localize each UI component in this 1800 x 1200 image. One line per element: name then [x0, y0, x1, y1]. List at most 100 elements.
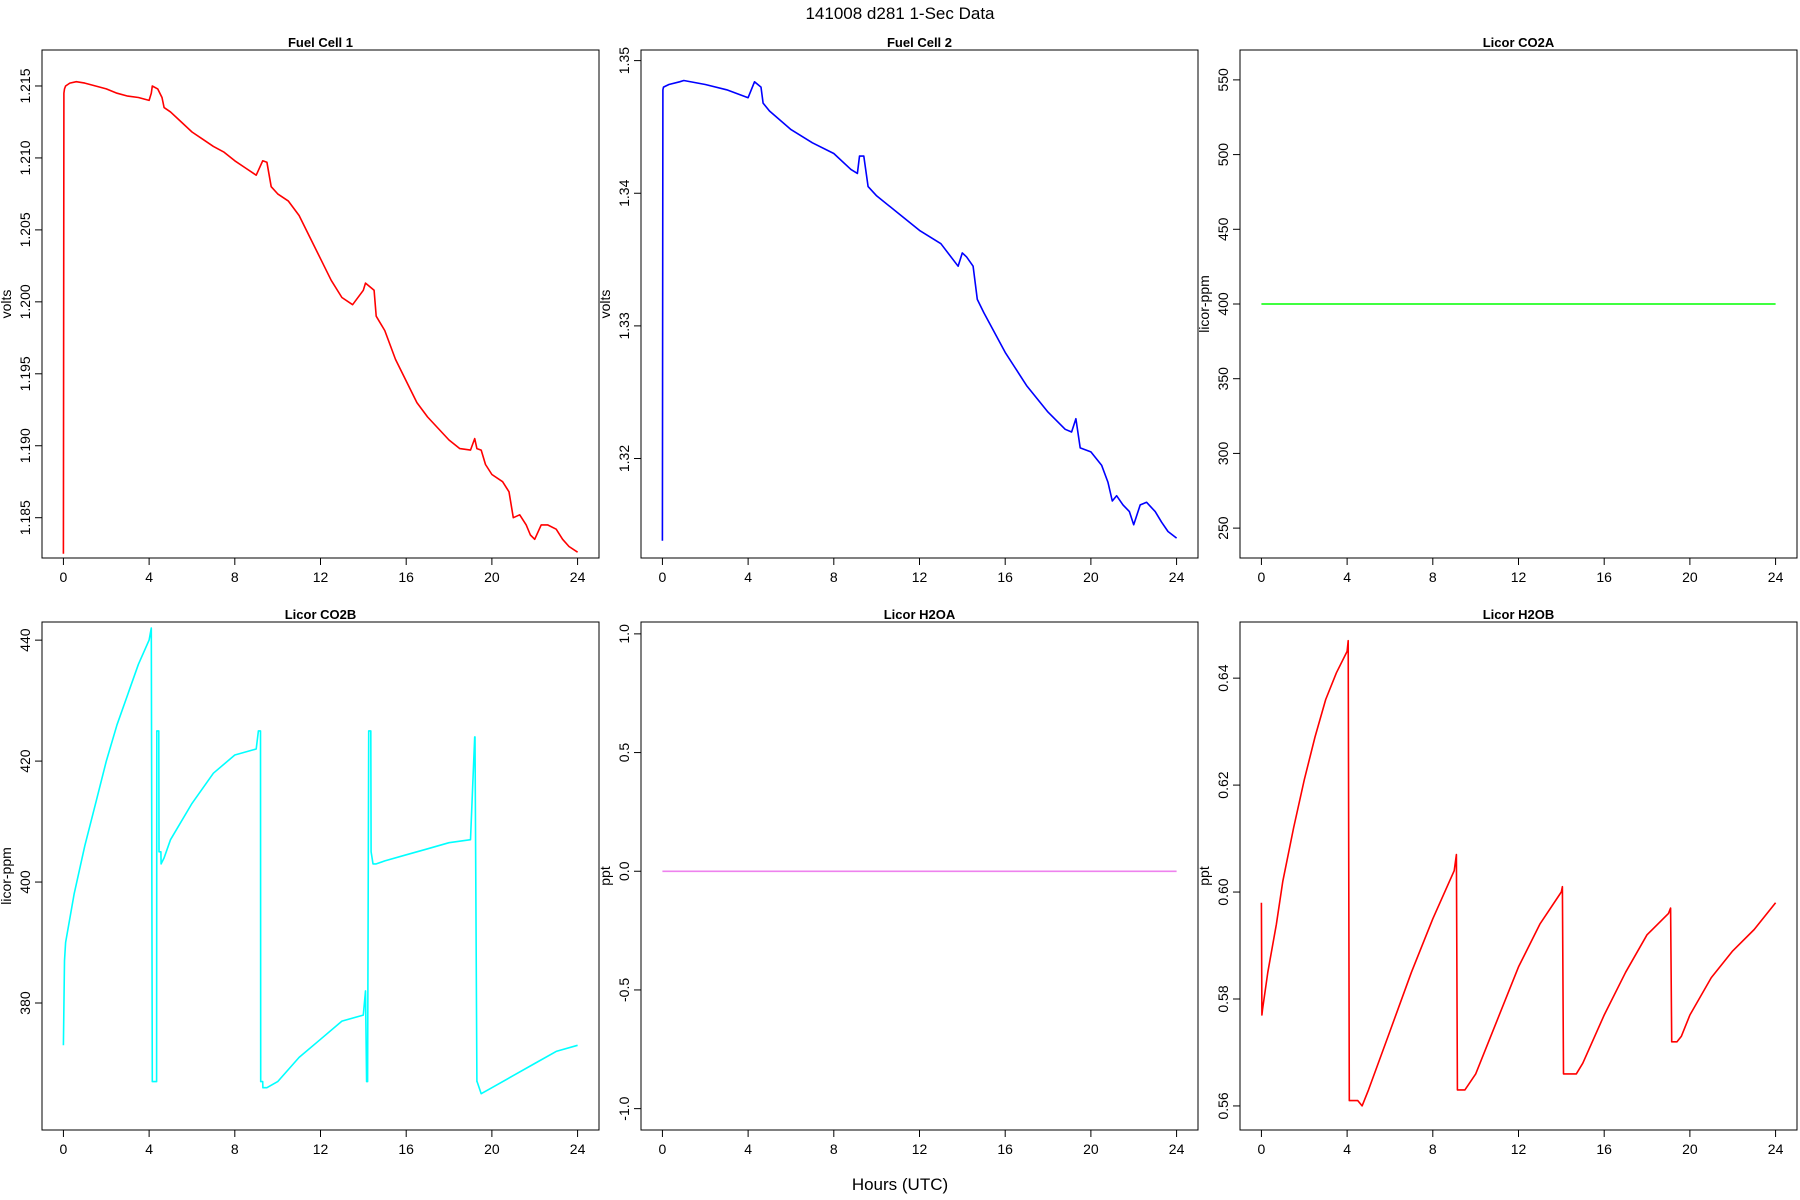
y-tick-label: -0.5: [616, 978, 632, 1002]
y-tick-label: 1.200: [17, 284, 33, 319]
y-tick-label: 1.35: [616, 47, 632, 74]
x-tick-label: 12: [313, 569, 329, 585]
y-tick-label: 0.58: [1215, 985, 1231, 1012]
panel-title: Fuel Cell 2: [887, 35, 952, 50]
x-tick-label: 0: [1258, 1141, 1266, 1157]
y-tick-label: 1.205: [17, 212, 33, 247]
x-tick-label: 24: [1169, 569, 1185, 585]
panel-title: Fuel Cell 1: [288, 35, 353, 50]
x-tick-label: 4: [744, 1141, 752, 1157]
y-tick-label: 0.0: [616, 861, 632, 881]
x-tick-label: 16: [398, 569, 414, 585]
y-tick-label: 500: [1215, 143, 1231, 167]
series-line: [62, 627, 578, 1095]
x-tick-label: 16: [1596, 569, 1612, 585]
y-axis-label: ppt: [597, 866, 613, 886]
plot-frame: [640, 621, 1199, 1131]
y-tick-label: 1.210: [17, 140, 33, 175]
x-tick-label: 20: [1682, 1141, 1698, 1157]
panel-2: Fuel Cell 2 0 4 8 12 16 20 24 1.32 1.33 1.34 1.35 vo…: [597, 35, 1199, 585]
x-tick-label: 8: [830, 1141, 838, 1157]
y-axis-label: volts: [597, 290, 613, 319]
y-tick-label: 420: [17, 749, 33, 773]
panel-5: Licor H2OA 0 4 8 12 16 20 24 -1.0 -0.5 0.0 0.5 1.0 pp…: [597, 607, 1199, 1157]
x-tick-label: 24: [570, 1141, 586, 1157]
y-tick-label: 0.60: [1215, 878, 1231, 905]
x-tick-label: 8: [231, 1141, 239, 1157]
series-line: [661, 79, 1178, 541]
plot-frame: [640, 49, 1199, 559]
series-line: [62, 80, 579, 554]
plot-frame: [1239, 621, 1798, 1131]
panel-title: Licor H2OA: [884, 607, 956, 622]
x-tick-label: 24: [1768, 569, 1784, 585]
y-tick-label: 380: [17, 991, 33, 1015]
x-tick-label: 16: [997, 1141, 1013, 1157]
y-tick-label: -1.0: [616, 1096, 632, 1120]
y-tick-label: 440: [17, 628, 33, 652]
y-tick-label: 300: [1215, 442, 1231, 466]
y-axis-label: licor-ppm: [1196, 275, 1212, 333]
panel-1: Fuel Cell 1 0 4 8 12 16 20 24 1.185 1.190 1.195 1.2…: [0, 35, 600, 585]
x-tick-label: 12: [912, 1141, 928, 1157]
y-tick-label: 550: [1215, 68, 1231, 92]
y-tick-label: 1.195: [17, 356, 33, 391]
y-tick-label: 1.185: [17, 500, 33, 535]
x-tick-label: 12: [1511, 569, 1527, 585]
panel-6: Licor H2OB 0 4 8 12 16 20 24 0.56 0.58 0.60 0.62 0.6…: [1196, 607, 1798, 1157]
x-tick-label: 0: [1258, 569, 1266, 585]
y-tick-label: 1.190: [17, 428, 33, 463]
x-tick-label: 16: [1596, 1141, 1612, 1157]
x-tick-label: 12: [313, 1141, 329, 1157]
y-axis-label: ppt: [1196, 866, 1212, 886]
x-tick-label: 0: [60, 569, 68, 585]
x-tick-label: 12: [912, 569, 928, 585]
y-tick-label: 0.64: [1215, 664, 1231, 691]
y-tick-label: 1.0: [616, 624, 632, 644]
x-tick-label: 16: [997, 569, 1013, 585]
x-tick-label: 0: [659, 1141, 667, 1157]
y-tick-label: 400: [1215, 292, 1231, 316]
x-tick-label: 24: [1768, 1141, 1784, 1157]
panel-title: Licor CO2B: [285, 607, 357, 622]
y-axis-label: licor-ppm: [0, 847, 14, 905]
x-tick-label: 16: [398, 1141, 414, 1157]
x-tick-label: 20: [1682, 569, 1698, 585]
y-tick-label: 1.34: [616, 179, 632, 206]
x-tick-label: 4: [1343, 1141, 1351, 1157]
plot-frame: [41, 49, 600, 559]
y-tick-label: 0.62: [1215, 771, 1231, 798]
x-tick-label: 4: [744, 569, 752, 585]
x-tick-label: 12: [1511, 1141, 1527, 1157]
y-tick-label: 0.56: [1215, 1092, 1231, 1119]
x-tick-label: 24: [1169, 1141, 1185, 1157]
figure-xlabel: Hours (UTC): [852, 1175, 948, 1194]
y-tick-label: 0.5: [616, 743, 632, 763]
x-tick-label: 4: [145, 1141, 153, 1157]
x-tick-label: 8: [231, 569, 239, 585]
x-tick-label: 4: [145, 569, 153, 585]
x-tick-label: 20: [484, 569, 500, 585]
figure-title: 141008 d281 1-Sec Data: [805, 4, 995, 23]
x-tick-label: 4: [1343, 569, 1351, 585]
x-tick-label: 20: [484, 1141, 500, 1157]
x-tick-label: 8: [1429, 569, 1437, 585]
x-tick-label: 8: [1429, 1141, 1437, 1157]
y-tick-label: 1.33: [616, 312, 632, 339]
y-tick-label: 1.32: [616, 445, 632, 472]
panel-4: Licor CO2B 0 4 8 12 16 20 24 380 400 420 440 licor-p…: [0, 607, 600, 1157]
x-tick-label: 0: [659, 569, 667, 585]
panels: Fuel Cell 1 0 4 8 12 16 20 24 1.185 1.190 1.195 1.2…: [0, 35, 1798, 1157]
x-tick-label: 24: [570, 569, 586, 585]
y-tick-label: 350: [1215, 367, 1231, 391]
panel-3: Licor CO2A 0 4 8 12 16 20 24 250 300 350 400 450 500 5…: [1196, 35, 1798, 585]
x-tick-label: 8: [830, 569, 838, 585]
y-tick-label: 450: [1215, 217, 1231, 241]
series-line: [1260, 639, 1777, 1107]
x-tick-label: 20: [1083, 1141, 1099, 1157]
y-tick-label: 400: [17, 870, 33, 894]
panel-title: Licor CO2A: [1483, 35, 1555, 50]
plot-frame: [41, 621, 600, 1131]
y-axis-label: volts: [0, 290, 14, 319]
